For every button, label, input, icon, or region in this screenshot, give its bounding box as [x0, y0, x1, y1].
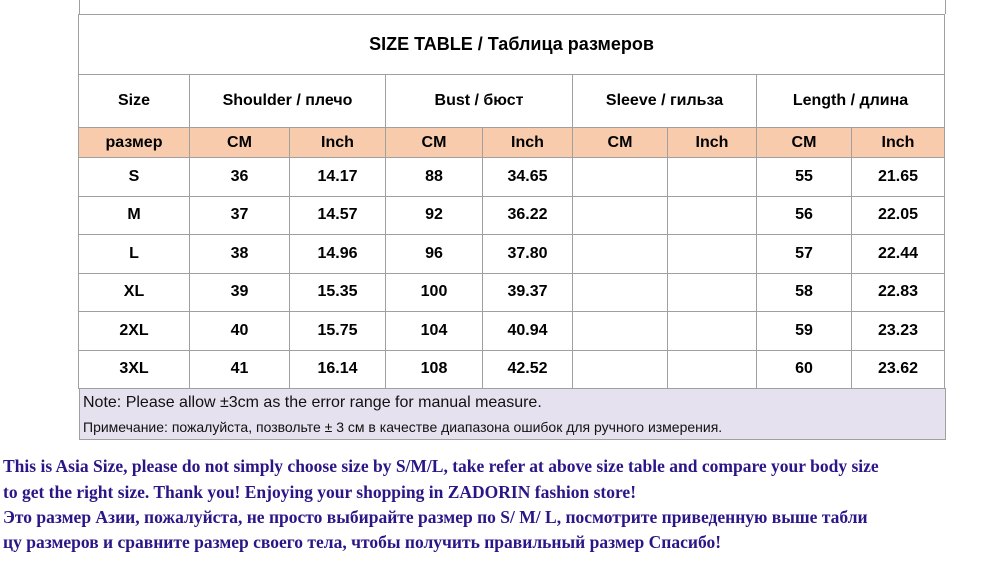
empty-cell [572, 349, 668, 389]
empty-cell [572, 311, 668, 351]
note: Note: Please allow ±3cm as the error ran… [79, 388, 946, 440]
table-cell: XL [78, 272, 190, 312]
table-cell: 56 [756, 195, 852, 235]
footer-line: цу размеров и сравните размер своего тел… [3, 532, 722, 552]
table-cell: 41 [189, 349, 290, 389]
table-cell: 14.57 [289, 195, 386, 235]
empty-cell [572, 272, 668, 312]
sub-header: Inch [482, 127, 573, 158]
sub-header: CM [189, 127, 290, 158]
empty-cell [667, 349, 757, 389]
table-cell: 16.14 [289, 349, 386, 389]
table-cell: 36.22 [482, 195, 573, 235]
table-title: SIZE TABLE / Таблица размеров [78, 14, 945, 75]
table-cell: 38 [189, 234, 290, 274]
table-cell: 15.75 [289, 311, 386, 351]
table-cell: 39.37 [482, 272, 573, 312]
footer-line: Это размер Азии, пожалуйста, не просто в… [3, 507, 868, 527]
column-header: Length / длина [756, 74, 945, 128]
sub-header: CM [572, 127, 668, 158]
table-cell: 108 [385, 349, 483, 389]
table-cell: M [78, 195, 190, 235]
empty-cell [667, 157, 757, 197]
border [945, 0, 946, 14]
table-cell: 22.44 [851, 234, 945, 274]
sub-header: Inch [289, 127, 386, 158]
footer-line: This is Asia Size, please do not simply … [3, 456, 879, 476]
table-cell: 96 [385, 234, 483, 274]
table-cell: 59 [756, 311, 852, 351]
column-header: Size [78, 74, 190, 128]
table-cell: 14.17 [289, 157, 386, 197]
table-cell: 40 [189, 311, 290, 351]
column-header: Shoulder / плечо [189, 74, 386, 128]
table-cell: 3XL [78, 349, 190, 389]
empty-cell [572, 234, 668, 274]
footer-line: to get the right size. Thank you! Enjoyi… [3, 482, 637, 502]
table-cell: 58 [756, 272, 852, 312]
table-cell: 37 [189, 195, 290, 235]
table-cell: 39 [189, 272, 290, 312]
table-cell: 36 [189, 157, 290, 197]
table-cell: 21.65 [851, 157, 945, 197]
table-cell: L [78, 234, 190, 274]
table-cell: 88 [385, 157, 483, 197]
table-cell: 57 [756, 234, 852, 274]
table-cell: 22.05 [851, 195, 945, 235]
table-cell: 14.96 [289, 234, 386, 274]
table-cell: 55 [756, 157, 852, 197]
table-cell: 23.23 [851, 311, 945, 351]
table-cell: 104 [385, 311, 483, 351]
sub-header: CM [385, 127, 483, 158]
note-ru: Примечание: пожалуйста, позвольте ± 3 см… [83, 419, 723, 435]
table-cell: S [78, 157, 190, 197]
table-cell: 40.94 [482, 311, 573, 351]
column-header: Sleeve / гильза [572, 74, 757, 128]
table-cell: 2XL [78, 311, 190, 351]
empty-cell [572, 157, 668, 197]
table-cell: 34.65 [482, 157, 573, 197]
border [79, 0, 80, 14]
table-cell: 60 [756, 349, 852, 389]
empty-cell [667, 272, 757, 312]
table-cell: 42.52 [482, 349, 573, 389]
sub-header: размер [78, 127, 190, 158]
note-en: Note: Please allow ±3cm as the error ran… [83, 394, 542, 411]
column-header: Bust / бюст [385, 74, 573, 128]
sub-header: Inch [851, 127, 945, 158]
table-cell: 22.83 [851, 272, 945, 312]
empty-cell [572, 195, 668, 235]
sub-header: Inch [667, 127, 757, 158]
empty-cell [667, 311, 757, 351]
sub-header: CM [756, 127, 852, 158]
table-cell: 15.35 [289, 272, 386, 312]
empty-cell [667, 195, 757, 235]
table-cell: 100 [385, 272, 483, 312]
table-cell: 23.62 [851, 349, 945, 389]
table-cell: 37.80 [482, 234, 573, 274]
empty-cell [667, 234, 757, 274]
table-cell: 92 [385, 195, 483, 235]
